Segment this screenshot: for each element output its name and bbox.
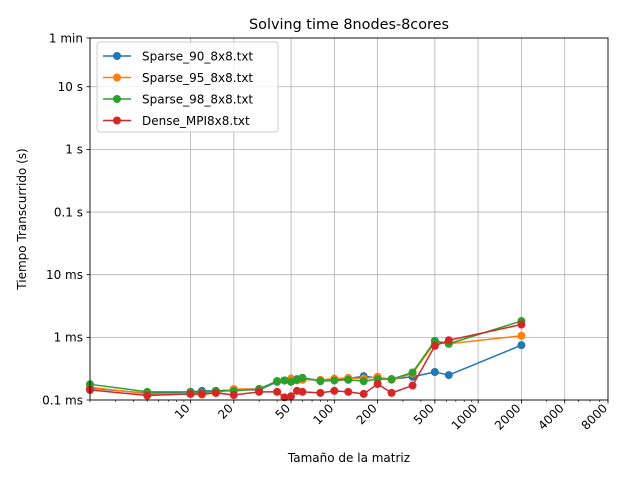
legend-label: Sparse_95_8x8.txt <box>142 71 253 85</box>
plot-frame <box>89 37 609 401</box>
y-tick-label: 10 s <box>58 80 83 94</box>
data-point <box>287 392 296 401</box>
data-point <box>229 391 238 400</box>
data-point <box>280 393 289 402</box>
y-tick-label: 10 ms <box>46 268 83 282</box>
data-point <box>359 377 368 386</box>
data-point <box>280 376 289 385</box>
y-tick-label: 1 s <box>65 143 83 157</box>
y-tick-label: 0.1 s <box>54 205 83 219</box>
legend-marker <box>113 52 121 60</box>
data-point <box>373 380 382 389</box>
legend: Sparse_90_8x8.txt Sparse_95_8x8.txt Sparse… <box>96 41 279 133</box>
data-point <box>197 389 206 398</box>
legend-marker <box>113 95 121 103</box>
data-point <box>517 320 526 329</box>
x-axis-title: Tamaño de la matriz <box>287 451 410 465</box>
legend-marker <box>113 73 121 82</box>
data-point <box>408 381 417 390</box>
y-axis-title: Tiempo Transcurrido (s) <box>15 148 29 290</box>
data-point <box>344 375 353 384</box>
y-tick-label: 1 ms <box>54 331 83 345</box>
data-point <box>211 388 220 397</box>
y-axis: 0.1 ms 1 ms 10 ms 0.1 s 1 s 10 s 1 min <box>42 31 90 407</box>
data-point <box>517 341 526 350</box>
data-point <box>430 341 439 350</box>
data-point <box>359 389 368 398</box>
data-point <box>344 387 353 396</box>
legend-label: Dense_MPI8x8.txt <box>142 114 250 128</box>
data-point <box>316 388 325 397</box>
y-tick-label: 0.1 ms <box>42 393 83 407</box>
data-point <box>298 387 307 396</box>
data-point <box>255 387 264 396</box>
legend-marker <box>113 116 121 125</box>
legend-box <box>96 41 279 133</box>
data-point <box>517 331 526 340</box>
chart-title: Solving time 8nodes-8cores <box>249 17 449 33</box>
data-point <box>387 388 396 397</box>
series-4 <box>86 320 526 402</box>
data-point <box>273 387 282 396</box>
data-point <box>273 377 282 386</box>
data-point <box>143 391 152 400</box>
data-point <box>444 336 453 345</box>
data-point <box>387 375 396 384</box>
legend-label: Sparse_90_8x8.txt <box>142 49 253 63</box>
legend-label: Sparse_98_8x8.txt <box>142 92 253 106</box>
data-point <box>430 367 439 376</box>
data-point <box>330 376 339 385</box>
data-point <box>408 368 417 377</box>
data-point <box>298 373 307 382</box>
data-point <box>316 377 325 386</box>
data-point <box>330 386 339 395</box>
series-layer <box>86 317 526 402</box>
data-point <box>444 371 453 380</box>
y-tick-label: 1 min <box>49 31 83 45</box>
data-point <box>186 389 195 398</box>
